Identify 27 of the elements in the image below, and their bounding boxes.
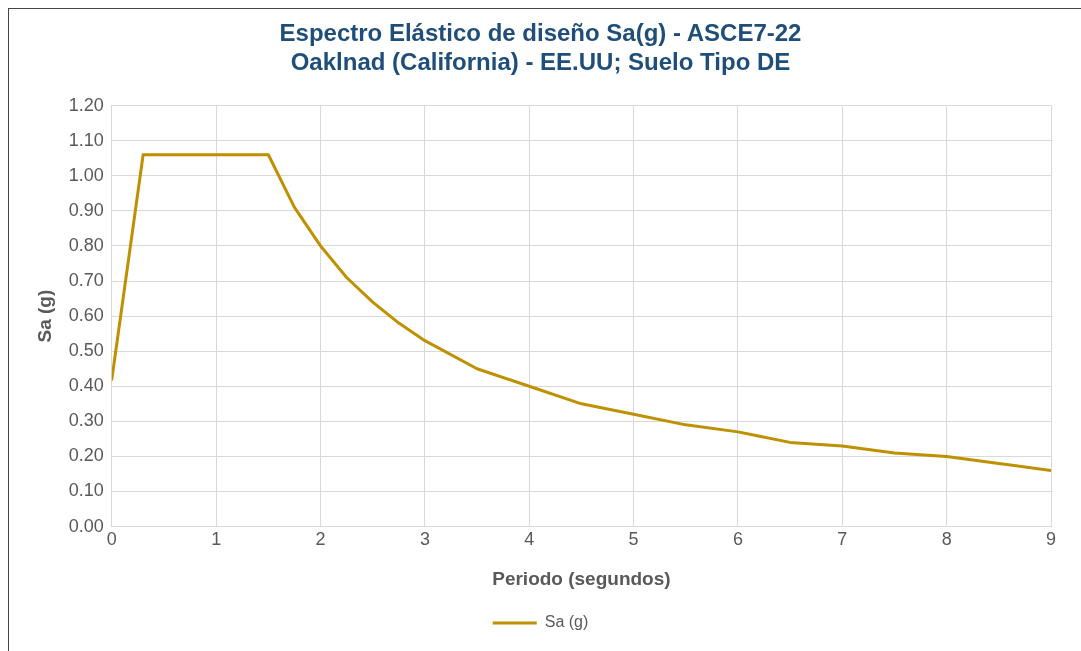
x-tick-label: 9 <box>1045 529 1057 550</box>
y-tick-label: 0.60 <box>68 305 104 326</box>
x-tick-label: 4 <box>524 529 535 550</box>
chart-title: Espectro Elástico de diseño Sa(g) - ASCE7-22 Oaklnad (California) - EE.UU; Suelo Tipo DE <box>279 19 802 75</box>
y-tick-label: 0.40 <box>68 375 104 396</box>
x-tick-label: 1 <box>211 529 222 550</box>
y-axis-title: Sa (g) <box>33 289 55 343</box>
y-tick-label: 0.70 <box>68 269 104 290</box>
legend-label: Sa (g) <box>544 613 589 631</box>
y-tick-label: 0.90 <box>68 199 104 220</box>
y-tick-label: 0.80 <box>68 234 104 255</box>
y-tick-label: 1.00 <box>68 164 104 185</box>
y-tick-label: 0.30 <box>68 410 104 431</box>
y-tick-label: 0.00 <box>68 515 104 536</box>
y-tick-label: 0.50 <box>68 340 104 361</box>
x-axis-title: Periodo (segundos) <box>492 567 671 589</box>
x-tick-label: 6 <box>732 529 743 550</box>
y-tick-label: 1.10 <box>68 129 104 150</box>
y-tick-label: 0.10 <box>68 480 104 501</box>
x-tick-label: 0 <box>106 529 117 550</box>
x-tick-label: 3 <box>419 529 430 550</box>
x-tick-label: 5 <box>628 529 639 550</box>
x-tick-label: 7 <box>837 529 848 550</box>
x-tick-label: 8 <box>941 529 952 550</box>
y-tick-label: 0.20 <box>68 445 104 466</box>
y-tick-label: 1.20 <box>68 94 104 115</box>
x-tick-label: 2 <box>315 529 326 550</box>
